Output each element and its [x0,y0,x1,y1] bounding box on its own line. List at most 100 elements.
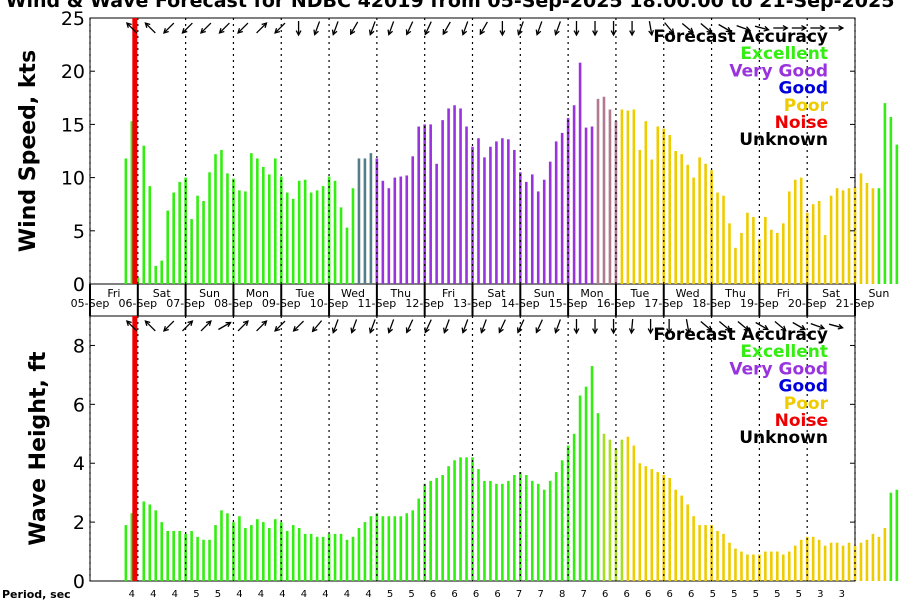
period-value: 4 [129,589,135,600]
bar [590,126,594,284]
day-name-label: Sat [822,287,841,300]
bar [130,121,134,285]
bar [202,201,205,284]
bar [172,530,175,581]
legend-item: Excellent [740,342,828,362]
y-tick-label: 20 [61,61,85,83]
bar [291,198,295,284]
day-name-label: Wed [341,287,365,300]
bar [244,528,247,581]
legend-item: Good [779,79,828,99]
bar [584,127,588,284]
bar [710,170,713,284]
y-tick-label: 15 [61,114,85,136]
direction-arrow-icon [125,320,138,332]
bar [429,124,432,285]
direction-arrow-icon [810,322,826,330]
bar [495,483,498,581]
bar [357,528,361,581]
bar [130,513,134,581]
direction-arrow-icon [331,21,339,36]
bar [799,177,803,284]
bar [590,366,594,581]
date-label: 11-Sep [358,297,397,310]
bar [632,445,636,581]
date-label: 12-Sep [405,297,444,310]
bar [889,492,893,581]
direction-arrow-icon [499,21,506,37]
bar [728,542,731,581]
period-value: 4 [150,589,156,600]
bar [787,191,791,284]
date-label: 17-Sep [644,297,683,310]
bar [608,439,612,581]
day-name-label: Sat [153,287,172,300]
date-label: 19-Sep [740,297,779,310]
bar [333,180,337,284]
direction-arrow-icon [517,21,524,36]
bar [877,188,881,284]
bar [309,533,313,581]
bar [799,539,803,581]
bar [776,551,779,581]
bar [548,161,552,284]
bar [465,457,468,581]
bar [411,156,415,284]
bar [680,154,683,284]
bar [477,138,480,284]
bar [734,548,737,581]
direction-arrow-icon [424,319,432,334]
legend-item: Poor [784,96,829,116]
direction-arrow-icon [182,320,194,332]
bar [859,173,863,284]
bar [238,190,241,284]
bar [704,525,707,581]
day-name-label: Sat [487,287,506,300]
bar [728,223,731,284]
period-label: Period, sec [2,588,71,600]
bar [686,164,689,284]
bar [387,516,391,581]
direction-arrow-icon [256,22,268,34]
wave-height-chart: 0 2 4 6 8 Wave Height, ft Forecast AccuracyExc… [26,315,899,593]
direction-arrow-icon [535,319,543,334]
bar [489,480,492,581]
day-name-label: Fri [442,287,455,300]
direction-arrow-icon [792,321,807,331]
bar [626,110,630,284]
bar [226,173,229,284]
bar [405,175,409,284]
bar [716,192,719,284]
chart-title: Wind & Wave Forecast for NDBC 42019 from… [6,0,895,12]
bar [447,108,450,284]
bar [680,495,683,581]
bar [345,539,349,581]
bar [214,154,217,284]
period-value: 4 [172,589,178,600]
day-name-label: Thu [724,287,746,300]
legend-item: Unknown [739,130,828,150]
bar [459,108,462,284]
direction-arrow-icon [313,21,321,36]
bar [871,188,875,284]
direction-arrow-icon [498,319,506,334]
direction-arrow-icon [349,21,359,36]
bar [154,265,158,284]
bar [578,62,582,284]
bar [417,126,421,284]
date-label: 07-Sep [166,297,205,310]
bar [465,126,468,284]
direction-arrow-icon [181,22,193,34]
direction-arrow-icon [405,319,414,334]
bar [417,498,421,581]
direction-arrow-icon [774,321,787,332]
bar [698,525,701,581]
bar [501,483,504,581]
date-label: 05-Sep [71,297,110,310]
bar [566,445,570,581]
bar [889,116,893,284]
direction-arrow-icon [628,318,635,335]
direction-arrow-icon [718,321,732,332]
period-value: 4 [322,589,328,600]
bar [722,195,725,284]
